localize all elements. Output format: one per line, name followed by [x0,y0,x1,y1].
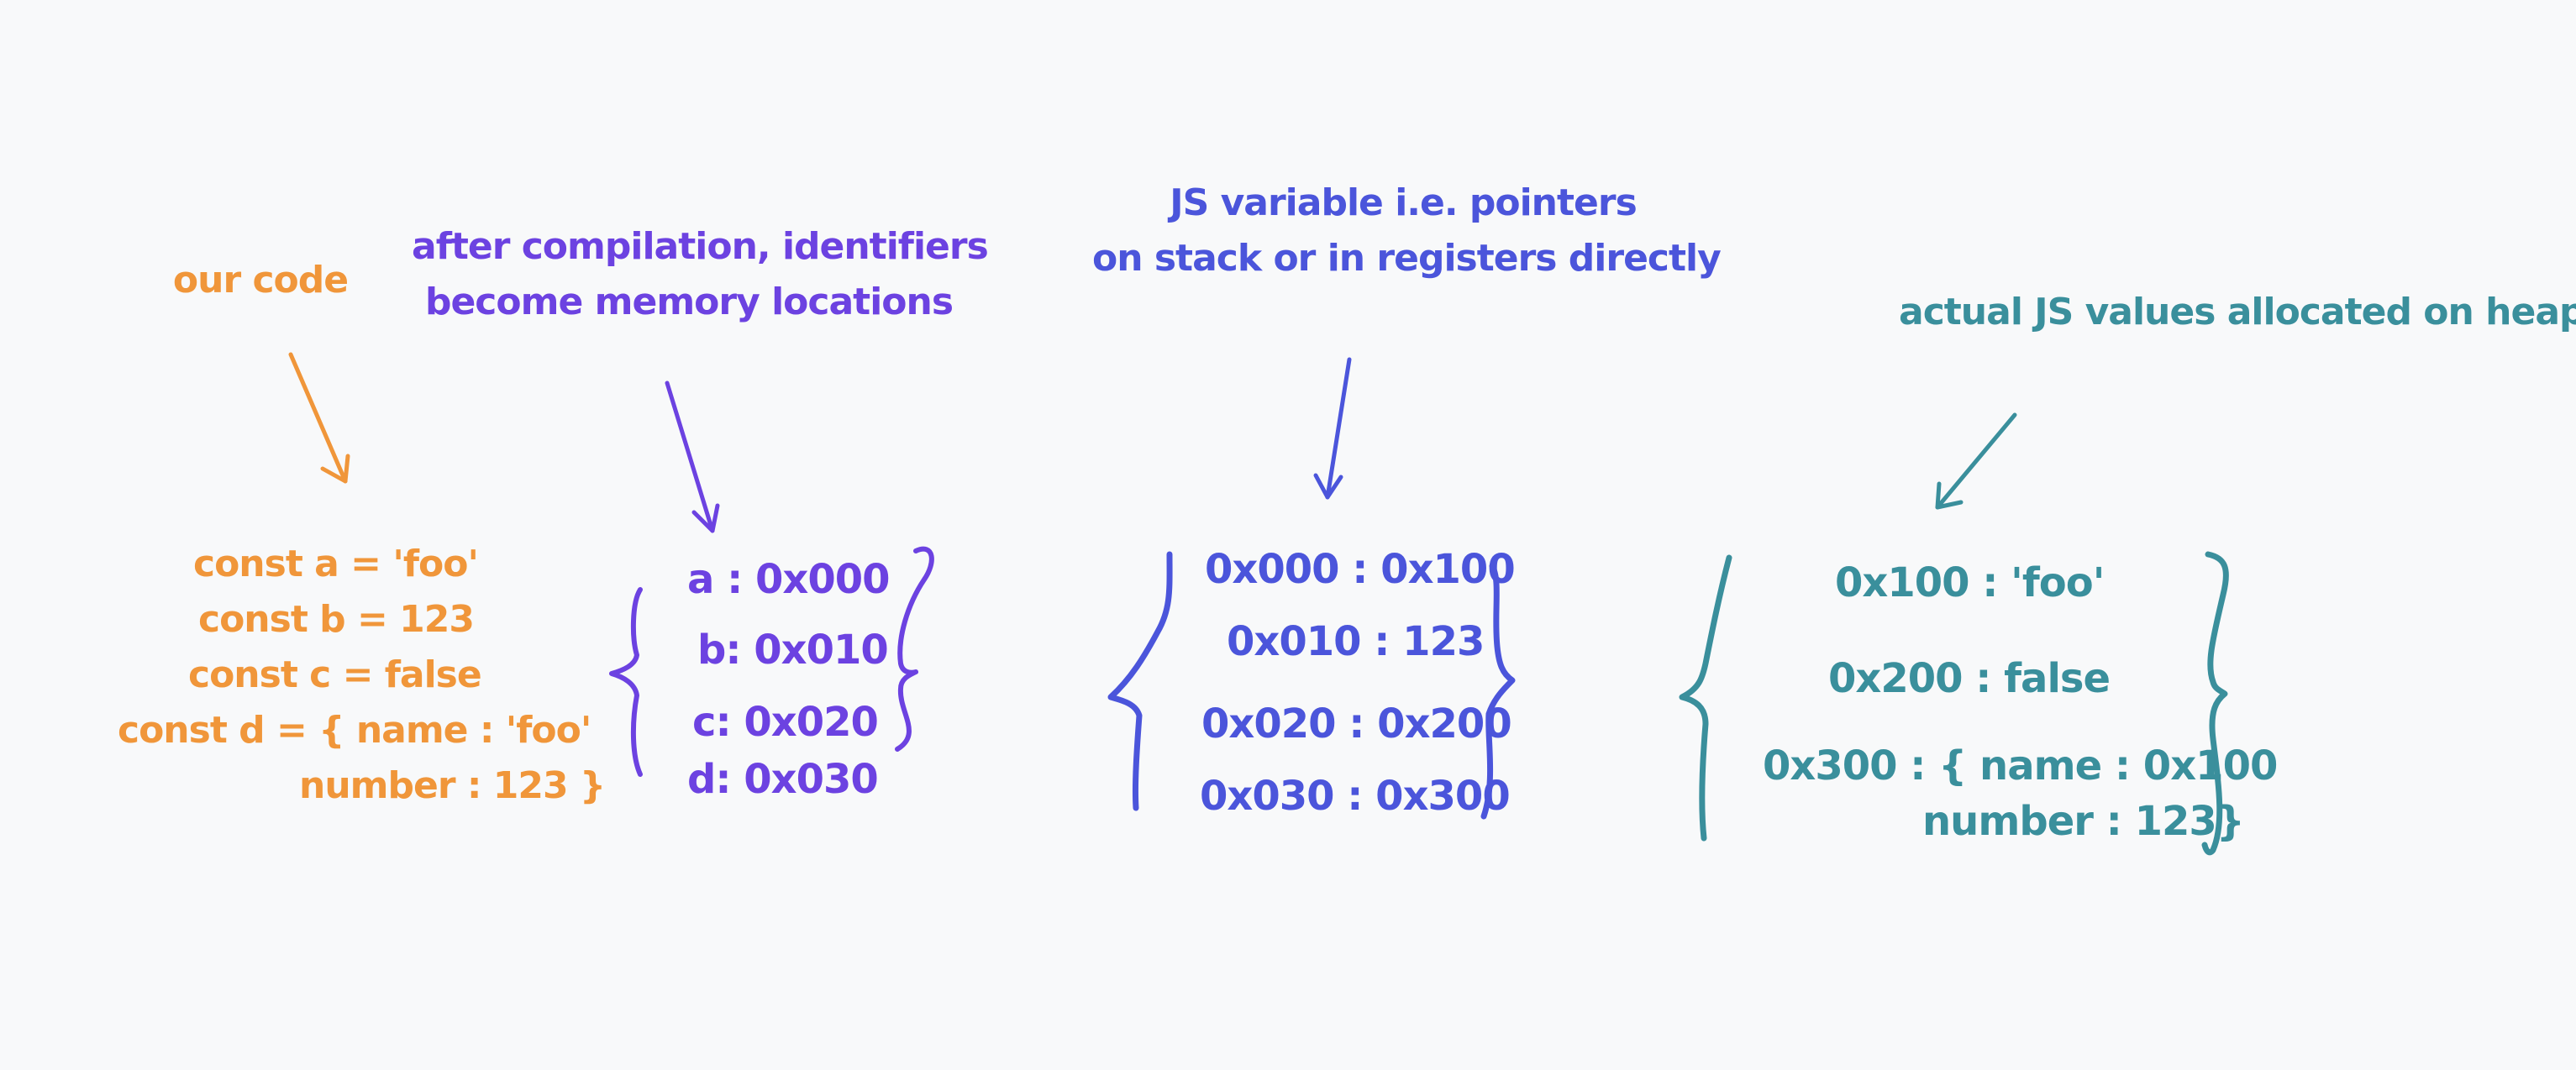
identifiers-left-brace [609,587,643,777]
heap-left-brace [1679,554,1732,842]
heap-entry: number : 123} [1922,798,2245,845]
stack-arrow [1313,357,1352,500]
identifier-entry: d: 0x030 [687,756,879,803]
stack-caption-line1: JS variable i.e. pointers [1170,181,1638,224]
stack-right-brace [1480,563,1516,820]
code-line: number : 123 } [299,764,606,807]
identifiers-caption-line2: become memory locations [424,281,954,323]
code-line: const d = { name : 'foo' [118,709,591,752]
stack-entry: 0x000 : 0x100 [1205,546,1516,593]
heap-right-brace [2201,551,2229,856]
stack-entry: 0x020 : 0x200 [1201,700,1512,747]
identifiers-caption-line1: after compilation, identifiers [412,225,989,268]
heap-caption: actual JS values allocated on heap [1899,291,2576,333]
heap-arrow [1935,412,2017,510]
identifier-entry: c: 0x020 [692,699,879,746]
code-line: const b = 123 [198,598,475,641]
identifiers-arrow [665,380,720,533]
heap-entry: 0x100 : 'foo' [1835,559,2105,606]
stack-caption-line2: on stack or in registers directly [1092,237,1722,280]
heap-entry: 0x200 : false [1828,655,2111,702]
stack-entry: 0x010 : 123 [1227,618,1485,665]
identifier-entry: a : 0x000 [687,556,891,603]
code-caption: our code [172,259,349,302]
stack-entry: 0x030 : 0x300 [1200,773,1511,820]
identifiers-right-brace [895,546,934,752]
heap-entry: 0x300 : { name : 0x100 [1763,742,2278,789]
code-arrow [288,352,350,484]
identifier-entry: b: 0x010 [697,627,889,674]
code-line: const a = 'foo' [193,543,479,585]
stack-left-brace [1107,551,1173,811]
code-line: const c = false [188,653,482,696]
